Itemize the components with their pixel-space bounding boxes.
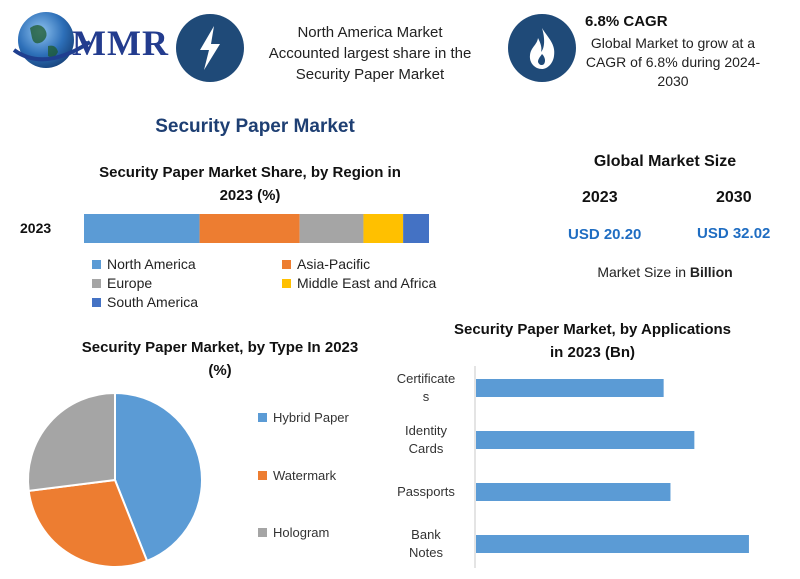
applications-chart-title: Security Paper Market, by Applications i… xyxy=(420,318,765,364)
applications-bar-bank-notes xyxy=(476,535,749,553)
global-market-title: Global Market Size xyxy=(593,153,737,170)
legend-swatch xyxy=(92,259,101,269)
tick-label-line: s xyxy=(422,389,430,404)
highlight2-line2: CAGR of 6.8% during 2024- xyxy=(585,54,761,70)
flame-icon xyxy=(508,14,576,82)
type-chart-title-line1: Security Paper Market, by Type In 2023 xyxy=(81,339,359,356)
market-size-2030: USD 32.02 xyxy=(697,225,771,242)
highlight1-line2: Accounted largest share in the xyxy=(268,45,472,62)
year-2030-label: 2030 xyxy=(716,189,752,206)
logo-text: MMR xyxy=(72,23,169,63)
region-chart-title-line2: 2023 (%) xyxy=(219,187,281,204)
region-bar-segment-asia-pacific xyxy=(199,214,300,243)
highlight2-line1: Global Market to grow at a xyxy=(590,35,756,51)
lightning-bolt-icon xyxy=(176,14,244,82)
tick-label-line: Certificate xyxy=(396,371,456,386)
market-size-2023: USD 20.20 xyxy=(568,226,642,243)
pie-slice-watermark xyxy=(27,478,149,568)
legend-swatch xyxy=(258,470,267,480)
legend-label: Middle East and Africa xyxy=(297,275,437,291)
region-legend: North America Asia-Pacific Europe Middle Ea… xyxy=(92,256,472,310)
region-bar-segment-middle-east-and-africa xyxy=(363,214,404,243)
region-chart-title-line1: Security Paper Market Share, by Region i… xyxy=(99,164,401,181)
applications-tick-label-bank-notes: Bank Notes xyxy=(380,526,472,562)
applications-chart-title-line2: in 2023 (Bn) xyxy=(549,344,636,361)
applications-category-labels: Certificate s Identity Cards Passports Bank No… xyxy=(380,362,472,572)
type-legend-item-hologram: Hologram xyxy=(258,525,349,540)
cagr-title: 6.8% CAGR xyxy=(585,13,668,30)
mmr-logo xyxy=(12,12,92,68)
legend-label: Hologram xyxy=(273,525,330,540)
type-legend: Hybrid Paper Watermark Hologram xyxy=(258,410,349,540)
type-chart-title-line2: (%) xyxy=(208,362,232,379)
applications-bar-certificate-s xyxy=(476,379,664,397)
tick-label-line: Identity xyxy=(405,423,447,438)
region-category-label: 2023 xyxy=(20,220,51,236)
legend-label: Watermark xyxy=(273,467,337,483)
type-legend-item-watermark: Watermark xyxy=(258,468,349,483)
legend-swatch xyxy=(282,278,291,288)
region-stacked-bar-chart: 2023 xyxy=(20,214,429,243)
lightning-bolt-glyph xyxy=(200,26,220,70)
legend-label: South America xyxy=(107,294,199,310)
tick-label-line: Cards xyxy=(408,441,444,456)
legend-swatch xyxy=(92,278,101,288)
region-legend-item-south-america: South America xyxy=(92,294,282,310)
unit-note-prefix: Market Size in xyxy=(597,264,690,280)
highlight-cagr: Global Market to grow at a CAGR of 6.8% … xyxy=(578,34,768,91)
type-legend-item-hybrid-paper: Hybrid Paper xyxy=(258,410,349,425)
region-legend-item-middle-east-and-africa: Middle East and Africa xyxy=(282,275,472,291)
applications-chart-title-line1: Security Paper Market, by Applications xyxy=(453,321,732,338)
market-size-unit-note: Market Size in Billion xyxy=(575,264,755,280)
legend-label: North America xyxy=(107,256,196,272)
highlight-north-america: North America Market Accounted largest s… xyxy=(250,22,490,85)
pie-slice-hologram xyxy=(27,391,116,493)
type-chart-title: Security Paper Market, by Type In 2023 (… xyxy=(50,336,390,382)
highlight2-line3: 2030 xyxy=(657,73,689,89)
applications-bar-passports xyxy=(476,483,671,501)
legend-label: Asia-Pacific xyxy=(297,256,371,272)
legend-swatch xyxy=(258,413,267,422)
legend-label: Hybrid Paper xyxy=(273,410,349,425)
applications-bar-chart xyxy=(474,366,749,568)
flame-glyph xyxy=(529,28,555,69)
highlight1-line1: North America Market xyxy=(297,24,443,41)
region-legend-item-europe: Europe xyxy=(92,275,282,291)
legend-swatch xyxy=(282,259,291,269)
type-pie-chart xyxy=(27,391,203,568)
tick-label-line: Notes xyxy=(409,545,443,560)
applications-tick-label-identity-cards: Identity Cards xyxy=(380,422,472,458)
highlight1-line3: Security Paper Market xyxy=(295,66,445,83)
region-bar-segment-europe xyxy=(299,214,364,243)
pie-slice-hybrid-paper xyxy=(114,391,203,563)
tick-label-line: Bank xyxy=(411,527,441,542)
applications-tick-label-passports: Passports xyxy=(380,483,472,501)
applications-bar-identity-cards xyxy=(476,431,695,449)
legend-swatch xyxy=(258,528,267,537)
page-title: Security Paper Market xyxy=(155,116,355,137)
legend-label: Europe xyxy=(107,275,153,291)
year-2023-label: 2023 xyxy=(582,189,618,206)
region-bar-segment-north-america xyxy=(84,214,200,243)
legend-swatch xyxy=(92,297,101,307)
unit-note-bold: Billion xyxy=(689,264,733,280)
region-chart-title: Security Paper Market Share, by Region i… xyxy=(70,161,430,207)
tick-label-line: Passports xyxy=(397,484,455,499)
applications-tick-label-certificate-s: Certificate s xyxy=(380,370,472,406)
region-legend-item-asia-pacific: Asia-Pacific xyxy=(282,256,472,272)
region-bar-segment-south-america xyxy=(403,214,429,243)
region-legend-item-north-america: North America xyxy=(92,256,282,272)
